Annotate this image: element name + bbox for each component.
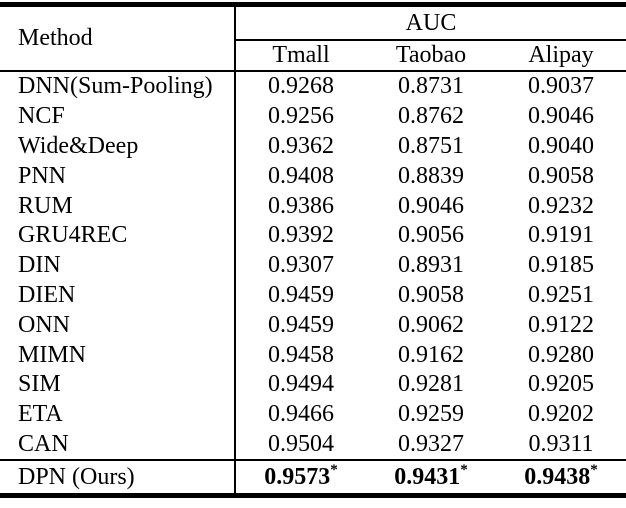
- dataset-subheader-row: Tmall Taobao Alipay: [236, 41, 626, 70]
- table-row: Wide&Deep 0.9362 0.8751 0.9040: [0, 131, 626, 162]
- method-cell: DPN (Ours): [18, 463, 135, 490]
- method-column-header: Method: [18, 25, 93, 51]
- value-cell: 0.9268: [268, 73, 334, 100]
- method-cell: PNN: [18, 162, 67, 189]
- column-header-taobao: Taobao: [395, 42, 467, 68]
- value-cell: 0.9058: [528, 162, 594, 189]
- value-cell: 0.9280: [528, 341, 594, 368]
- value-cell: 0.9259: [398, 401, 464, 428]
- value-cell: 0.9056: [398, 222, 464, 249]
- value-cell: 0.8762: [398, 103, 464, 130]
- value-cell: 0.9232: [528, 192, 594, 219]
- method-cell: DIN: [18, 252, 61, 279]
- value-cell: 0.9458: [268, 341, 334, 368]
- value-cell: 0.9058: [398, 281, 464, 308]
- table-row: SIM 0.9494 0.9281 0.9205: [0, 369, 626, 400]
- value-cell: 0.9281: [398, 371, 464, 398]
- value-cell: 0.9046: [398, 192, 464, 219]
- value-cell: 0.9311: [528, 430, 594, 457]
- column-header-tmall: Tmall: [272, 42, 330, 68]
- value-cell: 0.9307: [268, 252, 334, 279]
- table-row: CAN 0.9504 0.9327 0.9311: [0, 429, 626, 460]
- table-row: DIN 0.9307 0.8931 0.9185: [0, 250, 626, 281]
- method-cell: CAN: [18, 430, 69, 457]
- method-cell: RUM: [18, 192, 73, 219]
- value-cell: 0.9466: [268, 401, 334, 428]
- value-cell: 0.8839: [398, 162, 464, 189]
- value-cell: 0.9392: [268, 222, 334, 249]
- table-row: DNN(Sum-Pooling) 0.9268 0.8731 0.9037: [0, 72, 626, 102]
- value-cell: 0.9122: [528, 311, 594, 338]
- value-cell: 0.9205: [528, 371, 594, 398]
- table-row-highlighted: DPN (Ours) 0.9573 * 0.9431 * 0.9438 *: [0, 459, 626, 494]
- auc-group-header: AUC: [236, 7, 626, 41]
- table-row: DIEN 0.9459 0.9058 0.9251: [0, 280, 626, 311]
- method-cell: DIEN: [18, 281, 76, 308]
- value-cell: 0.9040: [528, 132, 594, 159]
- method-cell: ONN: [18, 311, 70, 338]
- value-cell-bold: 0.9573 *: [264, 462, 338, 490]
- value-cell: 0.9191: [528, 222, 594, 249]
- table-top-rule: [0, 2, 626, 7]
- auc-column-group: AUC Tmall Taobao Alipay: [234, 7, 626, 70]
- value-cell: 0.9062: [398, 311, 464, 338]
- table-row: PNN 0.9408 0.8839 0.9058: [0, 161, 626, 192]
- value-cell: 0.9504: [268, 430, 334, 457]
- table-bottom-rule: [0, 493, 626, 499]
- method-cell: MIMN: [18, 341, 87, 368]
- value-cell: 0.8731: [398, 73, 464, 100]
- value-cell: 0.9408: [268, 162, 334, 189]
- table-header: Method AUC Tmall Taobao Alipay: [0, 7, 626, 72]
- table-row: MIMN 0.9458 0.9162 0.9280: [0, 340, 626, 370]
- value-cell: 0.9459: [268, 281, 334, 308]
- table-row: GRU4REC 0.9392 0.9056 0.9191: [0, 220, 626, 251]
- value-cell: 0.9046: [528, 103, 594, 130]
- value-cell-bold: 0.9438 *: [524, 462, 598, 490]
- method-cell: ETA: [18, 401, 63, 428]
- value-cell: 0.9162: [398, 341, 464, 368]
- column-header-alipay: Alipay: [528, 42, 594, 68]
- table-row: RUM 0.9386 0.9046 0.9232: [0, 191, 626, 221]
- value-cell: 0.9037: [528, 73, 594, 100]
- value-cell: 0.9494: [268, 371, 334, 398]
- method-cell: GRU4REC: [18, 222, 128, 249]
- table-body: DNN(Sum-Pooling) 0.9268 0.8731 0.9037 NC…: [0, 72, 626, 460]
- value-cell: 0.8931: [398, 252, 464, 279]
- method-cell: Wide&Deep: [18, 132, 139, 159]
- value-cell: 0.9386: [268, 192, 334, 219]
- value-cell: 0.9251: [528, 281, 594, 308]
- value-cell: 0.9185: [528, 252, 594, 279]
- value-cell-bold: 0.9431 *: [394, 462, 468, 490]
- value-cell: 0.9256: [268, 103, 334, 130]
- method-cell: DNN(Sum-Pooling): [18, 73, 213, 100]
- method-cell: NCF: [18, 103, 65, 130]
- value-cell: 0.8751: [398, 132, 464, 159]
- method-cell: SIM: [18, 371, 61, 398]
- value-cell: 0.9362: [268, 132, 334, 159]
- table-row: ONN 0.9459 0.9062 0.9122: [0, 310, 626, 341]
- table-row: ETA 0.9466 0.9259 0.9202: [0, 399, 626, 430]
- value-cell: 0.9202: [528, 401, 594, 428]
- table-row: NCF 0.9256 0.8762 0.9046: [0, 101, 626, 132]
- value-cell: 0.9327: [398, 430, 464, 457]
- value-cell: 0.9459: [268, 311, 334, 338]
